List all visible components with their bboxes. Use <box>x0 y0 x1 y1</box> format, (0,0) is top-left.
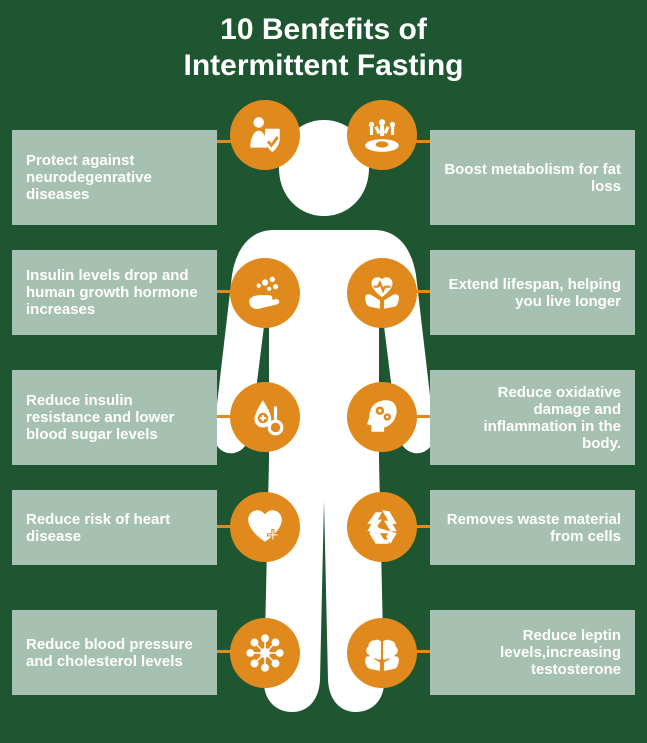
benefit-box-right-5: Reduce leptin levels,increasing testoste… <box>430 610 635 695</box>
benefit-text: Removes waste material from cells <box>444 511 621 545</box>
benefit-box-left-3: Reduce insulin resistance and lower bloo… <box>12 370 217 465</box>
benefit-text: Extend lifespan, helping you live longer <box>444 276 621 310</box>
title-line-1: 10 Benfefits of <box>0 12 647 48</box>
shield-person-icon <box>230 100 300 170</box>
people-scale-icon <box>347 100 417 170</box>
hands-brain-icon <box>347 618 417 688</box>
benefit-text: Insulin levels drop and human growth hor… <box>26 267 203 318</box>
heart-plus-icon <box>230 492 300 562</box>
benefit-text: Reduce risk of heart disease <box>26 511 203 545</box>
infographic-title: 10 Benfefits of Intermittent Fasting <box>0 0 647 84</box>
recycle-icon <box>347 492 417 562</box>
benefit-text: Protect against neurodegenrative disease… <box>26 152 203 203</box>
benefit-box-right-3: Reduce oxidative damage and inflammation… <box>430 370 635 465</box>
benefit-box-right-1: Boost metabolism for fat loss <box>430 130 635 225</box>
benefit-text: Boost metabolism for fat loss <box>444 161 621 195</box>
benefit-box-left-1: Protect against neurodegenrative disease… <box>12 130 217 225</box>
benefit-box-left-5: Reduce blood pressure and cholesterol le… <box>12 610 217 695</box>
title-line-2: Intermittent Fasting <box>0 48 647 84</box>
hands-heart-icon <box>347 258 417 328</box>
hand-dots-icon <box>230 258 300 328</box>
benefit-box-left-4: Reduce risk of heart disease <box>12 490 217 565</box>
blood-drop-icon <box>230 382 300 452</box>
benefit-box-right-4: Removes waste material from cells <box>430 490 635 565</box>
benefit-box-left-2: Insulin levels drop and human growth hor… <box>12 250 217 335</box>
head-gears-icon <box>347 382 417 452</box>
benefit-text: Reduce leptin levels,increasing testoste… <box>444 627 621 678</box>
benefit-text: Reduce oxidative damage and inflammation… <box>444 384 621 452</box>
molecule-icon <box>230 618 300 688</box>
benefit-box-right-2: Extend lifespan, helping you live longer <box>430 250 635 335</box>
benefit-text: Reduce insulin resistance and lower bloo… <box>26 392 203 443</box>
benefit-text: Reduce blood pressure and cholesterol le… <box>26 636 203 670</box>
